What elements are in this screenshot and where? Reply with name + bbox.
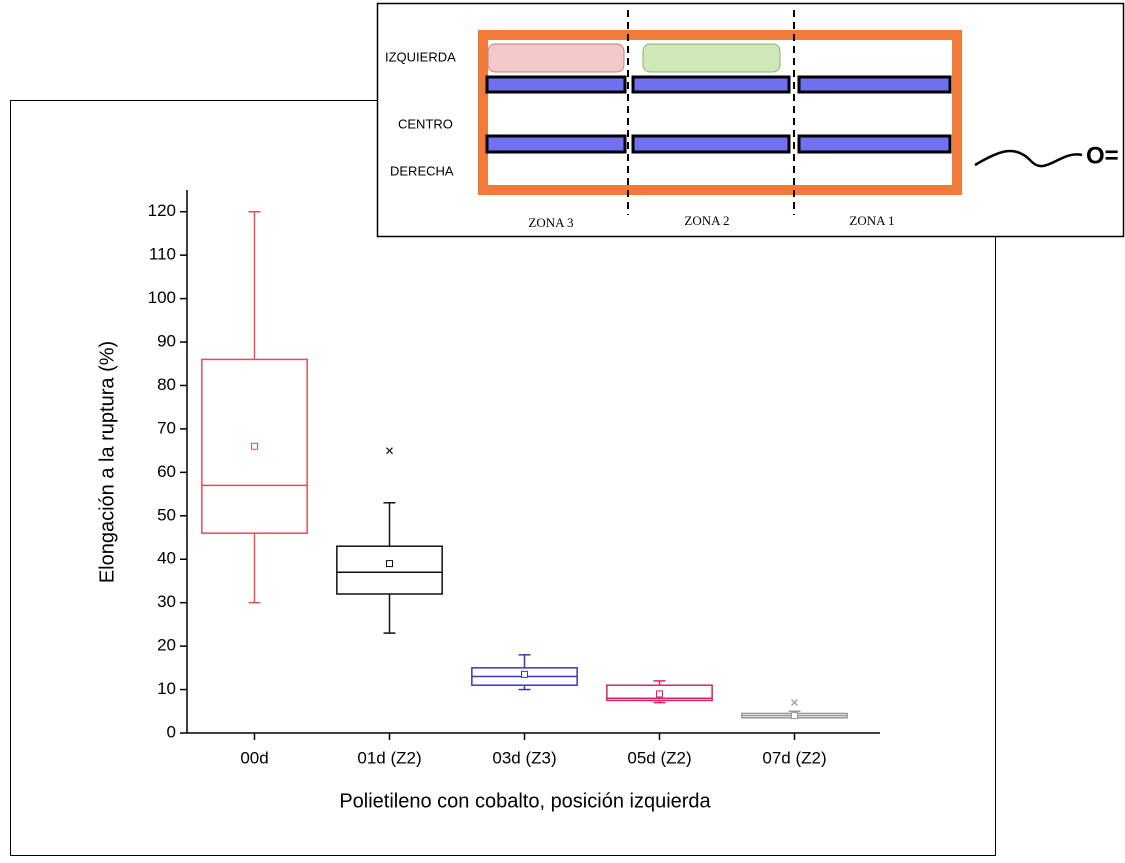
x-tick-label: 03d (Z3) — [492, 748, 556, 767]
rail — [797, 134, 952, 154]
y-tick-label: 60 — [157, 462, 176, 481]
x-tick-label: 07d (Z2) — [762, 748, 826, 767]
mean — [656, 690, 663, 698]
rail — [797, 75, 952, 94]
mean — [791, 712, 798, 720]
box — [336, 545, 443, 595]
wave — [974, 149, 1083, 168]
orange-frame — [478, 30, 962, 195]
rail — [631, 75, 791, 94]
x-tick-label: 05d (Z2) — [627, 748, 691, 767]
y-tick-label: 50 — [157, 505, 176, 524]
rail — [485, 75, 627, 94]
y-tick-label: 120 — [148, 201, 176, 220]
row-label: IZQUIERDA — [385, 49, 456, 64]
mean — [251, 442, 258, 450]
y-tick-label: 40 — [157, 549, 176, 568]
inset-diagram: O= IZQUIERDA CENTRO DERECHA ZONA 3 ZONA … — [376, 2, 1125, 238]
y-tick-label: 100 — [148, 288, 176, 307]
row-label: DERECHA — [390, 163, 454, 178]
y-tick-label: 80 — [157, 375, 176, 394]
outlier — [386, 447, 393, 455]
mean — [521, 670, 528, 678]
pink-pad — [487, 43, 625, 73]
y-tick-label: 10 — [157, 679, 176, 698]
y-tick-label: 70 — [157, 418, 176, 437]
rail — [631, 134, 791, 154]
y-tick-label: 110 — [149, 245, 176, 264]
inset-frame — [376, 2, 1125, 238]
zone-label: ZONA 3 — [528, 215, 573, 230]
green-pad — [642, 43, 781, 73]
symbol: O= — [1086, 142, 1119, 169]
outlier — [791, 699, 798, 707]
x-tick-label: 00d — [240, 748, 268, 767]
zone-label: ZONA 2 — [684, 213, 729, 228]
plot-area: 0 10 20 30 40 50 60 70 80 90 100 110 120 00d 01d (Z2) 0… — [148, 190, 880, 767]
x-tick-label: 01d (Z2) — [357, 748, 421, 767]
zone-label: ZONA 1 — [849, 213, 894, 228]
row-label: CENTRO — [398, 116, 453, 131]
y-axis-label: Elongación a la ruptura (%) — [96, 341, 118, 583]
y-tick-label: 0 — [167, 722, 176, 741]
y-tick-label: 30 — [157, 592, 176, 611]
mean — [386, 560, 393, 568]
blue-rails — [485, 75, 952, 154]
x-axis-label: Polietileno con cobalto, posición izquie… — [339, 790, 711, 812]
rail — [485, 134, 627, 154]
y-tick-label: 20 — [157, 636, 176, 655]
y-tick-label: 90 — [157, 332, 176, 351]
